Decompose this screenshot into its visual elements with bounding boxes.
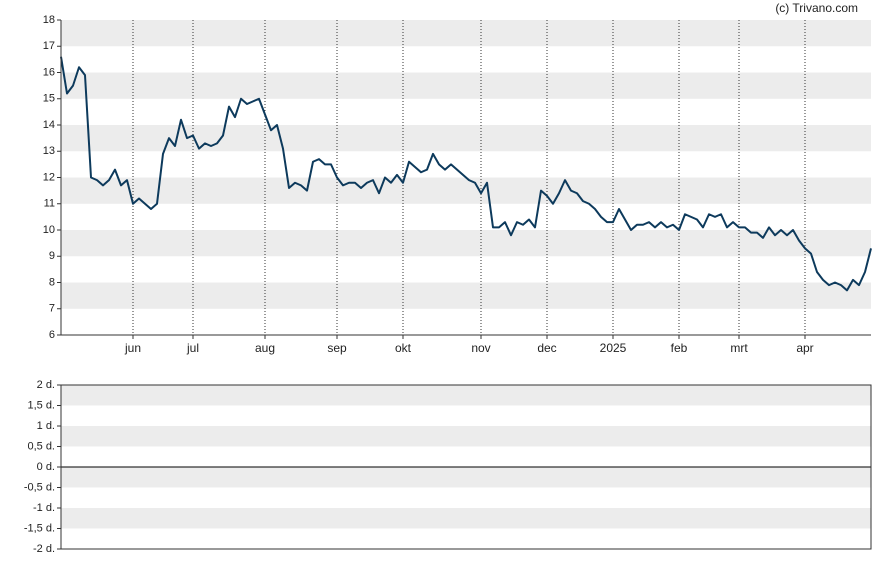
band	[61, 230, 871, 257]
x-tick-label: apr	[796, 341, 813, 355]
x-tick-label: jun	[124, 341, 141, 355]
y-tick-label: 7	[49, 303, 55, 315]
band	[61, 282, 871, 309]
band	[61, 125, 871, 152]
y-tick-label: 16	[43, 66, 55, 78]
y-tick-label: 1 d.	[37, 420, 55, 432]
x-tick-label: nov	[471, 341, 490, 355]
y-tick-label: -1 d.	[33, 502, 55, 514]
x-tick-label: aug	[255, 341, 275, 355]
y-tick-label: 9	[49, 250, 55, 262]
y-tick-label: 6	[49, 329, 55, 341]
band	[61, 177, 871, 204]
y-tick-label: 15	[43, 93, 55, 105]
y-tick-label: 2 d.	[37, 379, 55, 391]
y-tick-label: 18	[43, 14, 55, 26]
band	[61, 508, 871, 529]
y-tick-label: 14	[43, 119, 55, 131]
plot-frame	[60, 384, 872, 550]
source: (c) Trivano.com	[775, 1, 858, 15]
y-tick-label: 8	[49, 276, 55, 288]
y-tick-label: 11	[44, 198, 55, 210]
price-line	[60, 56, 872, 292]
y-tick-label: 10	[43, 224, 55, 236]
x-tick-label: mrt	[730, 341, 748, 355]
y-tick-label: 0,5 d.	[27, 440, 55, 452]
y-tick-label: -2 d.	[33, 543, 55, 555]
y-tick-label: -1,5 d.	[24, 522, 55, 534]
x-tick-label: okt	[395, 341, 412, 355]
x-tick-label: feb	[671, 341, 688, 355]
y-tick-label: 12	[43, 171, 55, 183]
y-tick-label: -0,5 d.	[24, 481, 55, 493]
y-tick-label: 1,5 d.	[27, 399, 55, 411]
y-tick-label: 0 d.	[37, 461, 55, 473]
band	[61, 72, 871, 99]
x-tick-label: jul	[186, 341, 199, 355]
x-tick-label: sep	[327, 341, 347, 355]
x-tick-label: dec	[537, 341, 556, 355]
band	[61, 385, 871, 406]
band	[61, 467, 871, 488]
band	[61, 20, 871, 47]
band	[61, 426, 871, 447]
y-tick-label: 17	[43, 40, 55, 52]
x-tick-label: 2025	[600, 341, 627, 355]
y-tick-label: 13	[43, 145, 55, 157]
